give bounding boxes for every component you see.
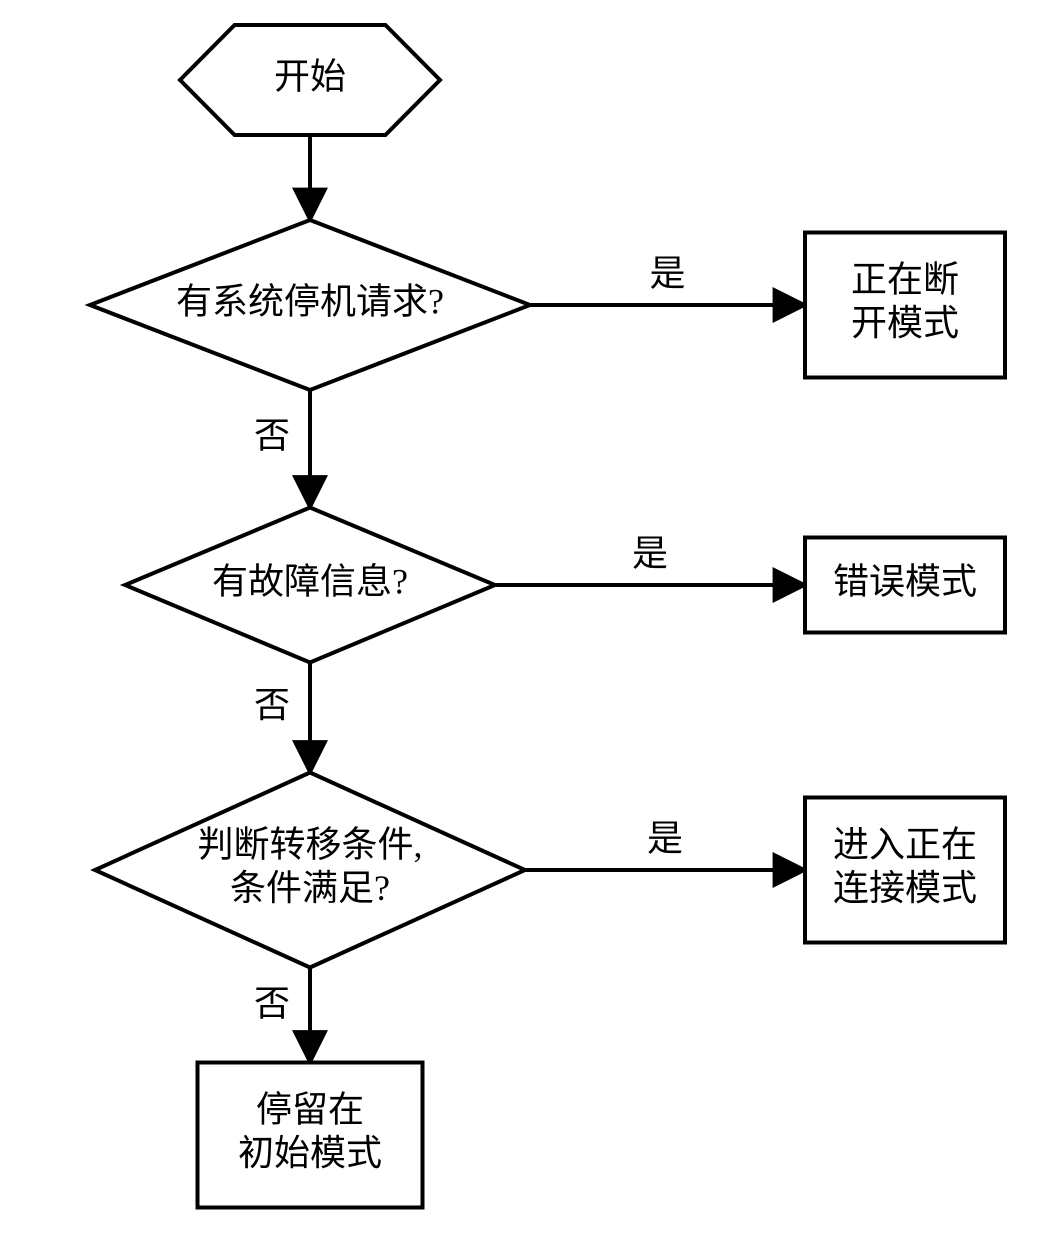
node-d3: 判断转移条件,条件满足? xyxy=(95,773,525,968)
edge-label: 是 xyxy=(647,818,683,858)
node-r2: 错误模式 xyxy=(805,538,1005,633)
node-label: 开模式 xyxy=(851,303,959,343)
node-label: 停留在 xyxy=(256,1089,364,1129)
node-label: 判断转移条件, xyxy=(197,824,422,864)
node-label: 开始 xyxy=(274,56,346,96)
node-label: 错误模式 xyxy=(833,561,977,601)
node-label: 初始模式 xyxy=(238,1133,382,1173)
edge-label: 是 xyxy=(649,253,685,293)
node-start: 开始 xyxy=(180,25,440,135)
node-label: 有故障信息? xyxy=(212,561,408,601)
node-label: 有系统停机请求? xyxy=(176,281,444,321)
node-r4: 停留在初始模式 xyxy=(198,1063,423,1208)
edge-label: 否 xyxy=(254,984,290,1024)
edge-label: 是 xyxy=(632,533,668,573)
node-d2: 有故障信息? xyxy=(125,508,495,663)
node-d1: 有系统停机请求? xyxy=(90,220,530,390)
node-r3: 进入正在连接模式 xyxy=(805,798,1005,943)
edge-label: 否 xyxy=(254,685,290,725)
node-label: 正在断 xyxy=(851,259,959,299)
node-r1: 正在断开模式 xyxy=(805,233,1005,378)
node-label: 进入正在 xyxy=(833,824,977,864)
edge-label: 否 xyxy=(254,416,290,456)
node-label: 连接模式 xyxy=(833,868,977,908)
node-label: 条件满足? xyxy=(230,868,390,908)
flowchart-canvas: 是否是否是否开始有系统停机请求?正在断开模式有故障信息?错误模式判断转移条件,条… xyxy=(0,0,1060,1240)
